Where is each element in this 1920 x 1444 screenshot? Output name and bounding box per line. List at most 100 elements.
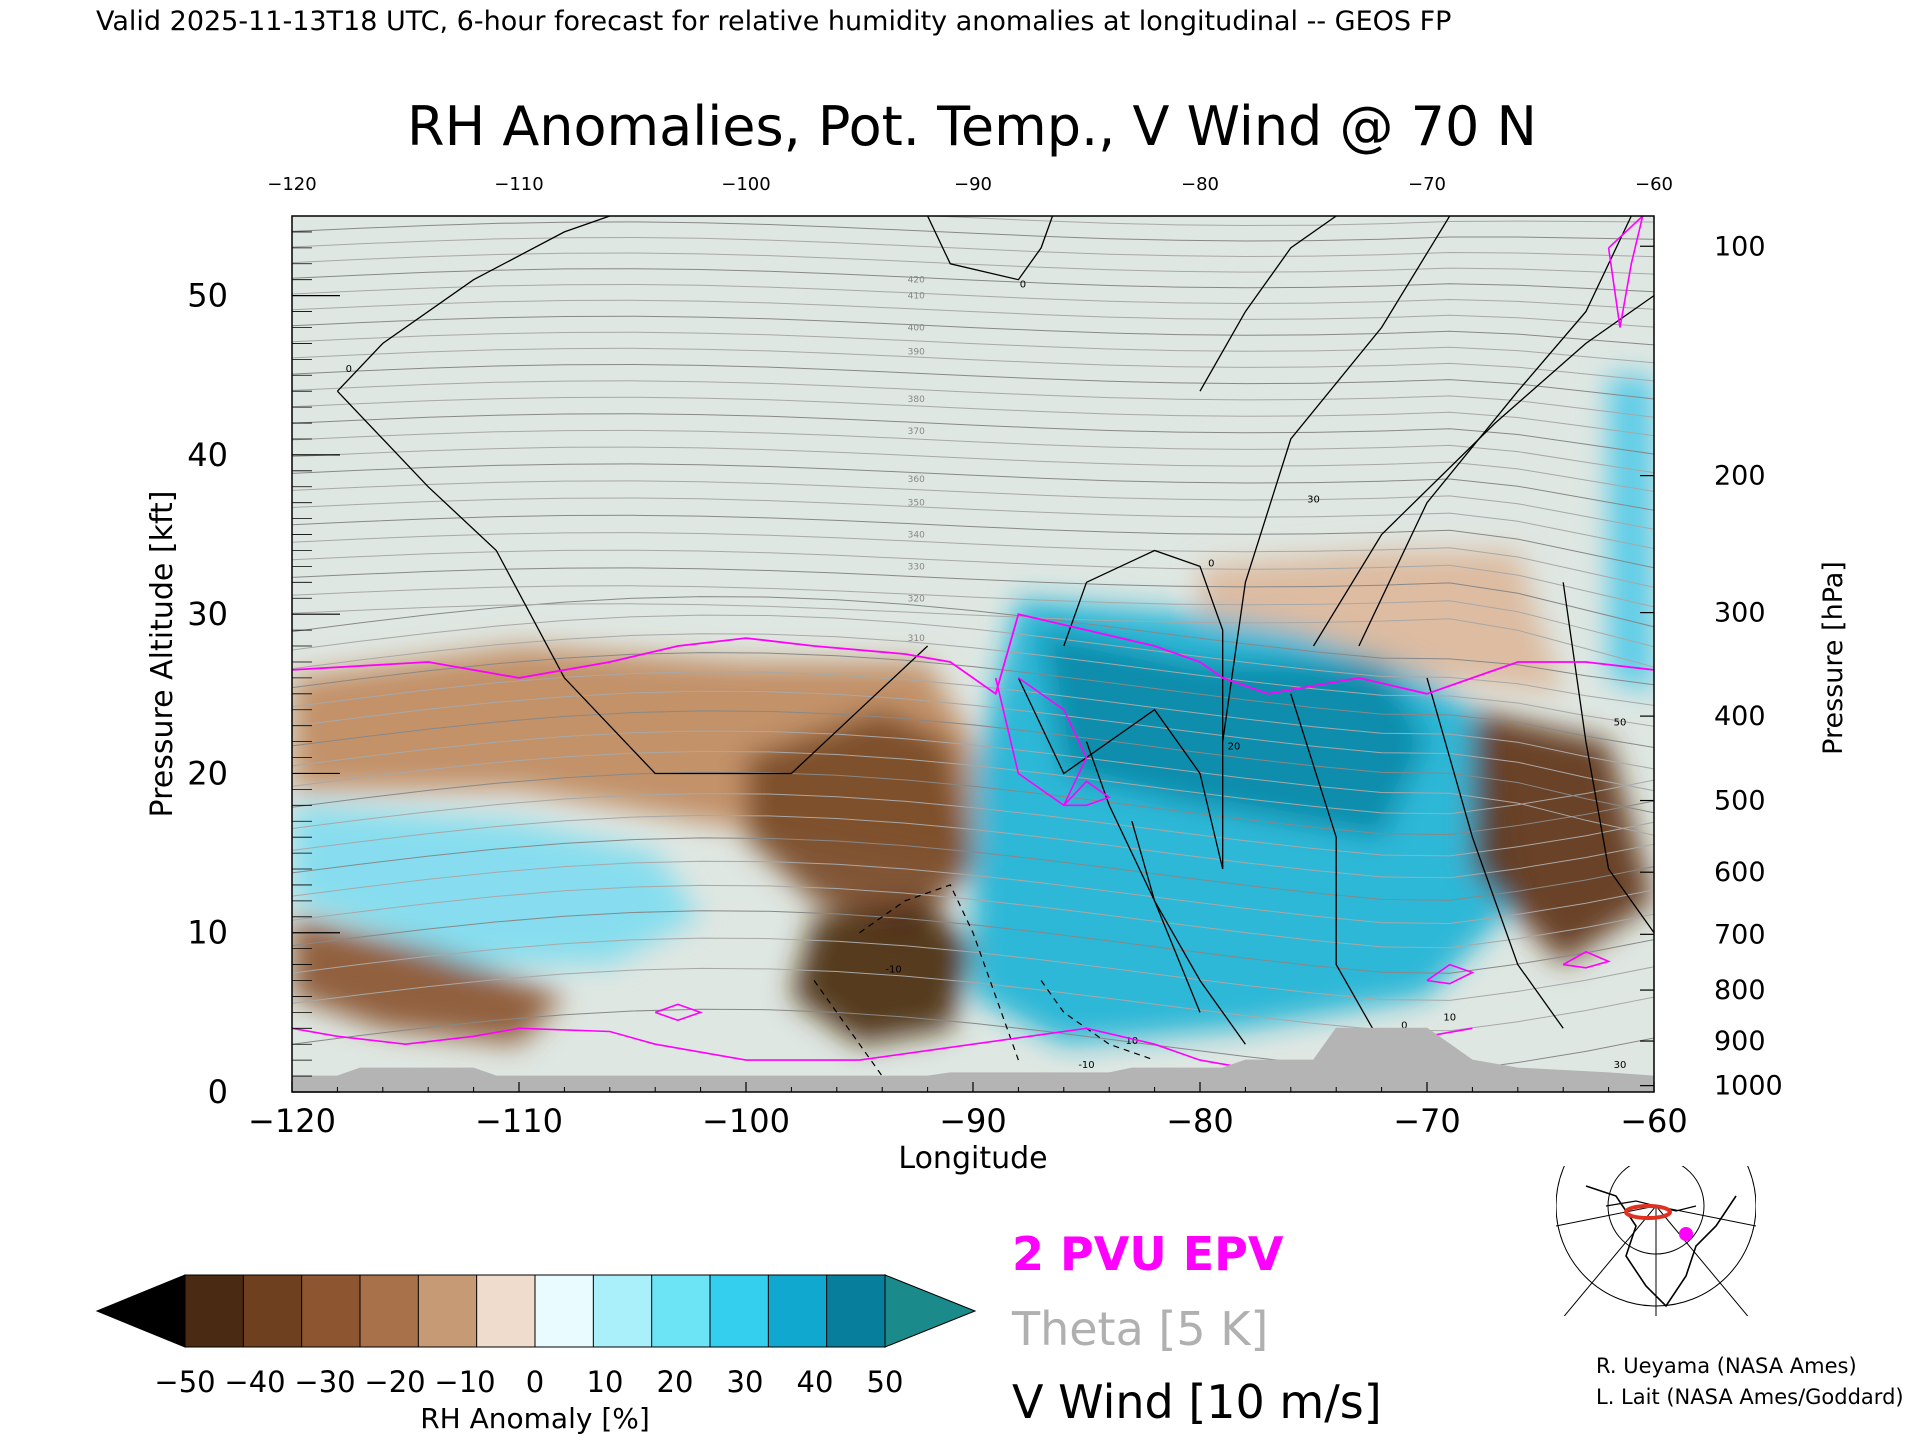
v-wind-contour-7: [1312, 295, 1654, 647]
pressure-tick-label: 900: [1714, 1026, 1766, 1057]
theta-label-5: 370: [908, 427, 925, 437]
theta-label-10: 320: [908, 594, 925, 604]
theta-contour-36: [292, 315, 1654, 346]
epv-contour-main: [292, 613, 1654, 696]
anomaly-region-1: [746, 709, 973, 933]
theta-contour-2: [292, 937, 1654, 1001]
theta-contour-13: [292, 690, 1654, 792]
y-axis-label-right: Pressure [hPa]: [1818, 561, 1849, 755]
theta-contour-38: [292, 283, 1654, 310]
v-wind-label-7: 10: [1126, 1036, 1139, 1047]
theta-contour-18: [292, 596, 1654, 686]
y-tick-label: 0: [208, 1073, 228, 1111]
v-wind-contour-2: [927, 216, 1054, 281]
x-axis: −120 −110 −100 −90 −80 −70 −60: [248, 1082, 1688, 1140]
top-tick-label: −100: [721, 174, 770, 195]
colorbar-segment: [301, 1274, 361, 1348]
v-wind-label-6: -10: [1078, 1060, 1094, 1071]
theta-contour-8: [292, 793, 1654, 857]
pressure-tick-label: 200: [1714, 461, 1766, 492]
v-wind-dashed-0: [859, 884, 1019, 1061]
theta-label-1: 410: [908, 292, 925, 302]
chart-title: RH Anomalies, Pot. Temp., V Wind @ 70 N: [407, 95, 1537, 158]
epv-loop-0: [994, 677, 1088, 807]
theta-label-3: 390: [908, 347, 925, 357]
v-wind-contour-0: [336, 216, 611, 392]
v-wind-contour-1: [336, 390, 929, 775]
pressure-tick-label: 100: [1714, 231, 1766, 262]
top-tick-label: −120: [267, 174, 316, 195]
v-wind-contour-5: [1222, 216, 1451, 742]
theta-contour-42: [292, 221, 1654, 242]
colorbar-segment: [826, 1274, 887, 1348]
v-wind-label-10: 50: [1614, 718, 1627, 729]
anomaly-region-3: [292, 916, 565, 1045]
x-tick-label: −90: [939, 1102, 1007, 1140]
y-axis-right: 100 200 300 400 500 600 700 800 900 1000: [1640, 231, 1783, 1102]
theta-label-2: 400: [908, 323, 925, 333]
top-tick-label: −60: [1635, 174, 1673, 195]
theta-contour-30: [292, 413, 1654, 455]
theta-contour-3: [292, 910, 1654, 974]
polar-map-icon: [1556, 1166, 1756, 1316]
x-tick-label: −70: [1393, 1102, 1461, 1140]
colorbar-tick-label: −50: [154, 1365, 215, 1399]
v-wind-label-3: 30: [1307, 495, 1320, 506]
theta-label-11: 310: [908, 634, 925, 644]
theta-contour-34: [292, 347, 1654, 382]
theta-contour-29: [292, 429, 1654, 474]
y-tick-label: 50: [187, 277, 228, 315]
colorbar-tick-label: −10: [434, 1365, 495, 1399]
v-wind-contour-10: [1290, 693, 1383, 1045]
top-tick-label: −90: [954, 174, 992, 195]
colorbar-tick-label: 30: [727, 1365, 764, 1399]
theta-contour-17: [292, 614, 1654, 706]
colorbar-segment: [651, 1274, 712, 1348]
epv-loop-6: [654, 1003, 704, 1022]
epv-loop-4: [1426, 963, 1475, 985]
theta-contour-16: [292, 633, 1654, 727]
v-wind-contours: 0 0 0 30 20 -10 -10 10 0 10 50 30: [336, 216, 1654, 1077]
x-tick-label: −110: [475, 1102, 563, 1140]
v-wind-dashed-1: [813, 980, 883, 1077]
v-wind-label-4: 20: [1228, 742, 1241, 753]
theta-contour-5: [292, 860, 1654, 925]
y-axis-left: 0 10 20 30 40 50: [187, 215, 340, 1111]
pressure-tick-label: 400: [1714, 701, 1766, 732]
colorbar: −50 −40 −30 −20 −10 0 10 20 30 40 50: [95, 1274, 977, 1399]
v-wind-contour-6: [1358, 216, 1632, 647]
v-wind-contour-4: [1199, 216, 1337, 392]
theta-label-6: 360: [908, 475, 925, 485]
theta-contour-37: [292, 299, 1654, 328]
colorbar-segment: [534, 1274, 595, 1348]
colorbar-tick-label: 20: [657, 1365, 694, 1399]
theta-contour-26: [292, 480, 1654, 530]
x-tick-label: −120: [248, 1102, 336, 1140]
credit-line-2: L. Lait (NASA Ames/Goddard): [1596, 1385, 1904, 1409]
theta-contour-21: [292, 567, 1654, 628]
theta-contour-27: [292, 463, 1654, 511]
colorbar-segment: [242, 1274, 303, 1348]
v-wind-label-2: 0: [1208, 558, 1214, 569]
theta-contour-33: [292, 363, 1654, 400]
v-wind-label-1: 0: [1020, 280, 1026, 291]
legend-theta: Theta [5 K]: [1011, 1302, 1268, 1356]
pressure-tick-label: 600: [1714, 857, 1766, 888]
v-wind-contour-9: [1131, 821, 1201, 1013]
top-tick-label: −80: [1181, 174, 1219, 195]
colorbar-tick-label: 50: [867, 1365, 904, 1399]
theta-contour-7: [292, 814, 1654, 879]
top-tick-label: −70: [1408, 174, 1446, 195]
top-tick-label: −110: [494, 174, 543, 195]
theta-label-8: 340: [908, 531, 925, 541]
theta-label-0: 420: [908, 276, 925, 286]
terrain: [292, 1027, 1654, 1092]
x-tick-label: −60: [1620, 1102, 1688, 1140]
legend: 2 PVU EPV Theta [5 K] V Wind [10 m/s]: [1011, 1227, 1382, 1429]
pressure-tick-label: 1000: [1714, 1071, 1783, 1102]
colorbar-segment: [592, 1274, 653, 1348]
pressure-tick-label: 300: [1714, 598, 1766, 629]
anomaly-region-8: [1472, 709, 1654, 965]
theta-contour-11: [292, 730, 1654, 836]
